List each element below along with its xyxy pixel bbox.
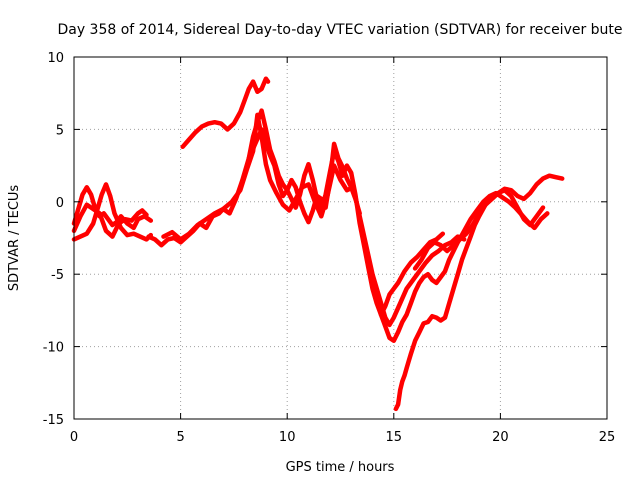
series-line-2 bbox=[71, 182, 154, 242]
y-tick-label: -5 bbox=[51, 268, 64, 283]
data-series bbox=[71, 76, 565, 412]
y-tick-label: -15 bbox=[43, 413, 64, 428]
series-line-7 bbox=[393, 173, 565, 412]
x-tick-label: 15 bbox=[386, 430, 403, 445]
y-tick-label: -10 bbox=[43, 341, 64, 356]
x-tick-label: 0 bbox=[70, 430, 78, 445]
grid-lines bbox=[74, 57, 607, 419]
chart-title: Day 358 of 2014, Sidereal Day-to-day VTE… bbox=[57, 22, 622, 38]
y-tick-label: 10 bbox=[47, 51, 64, 66]
x-axis-label: GPS time / hours bbox=[286, 460, 395, 475]
x-tick-label: 5 bbox=[176, 430, 184, 445]
series-line-9 bbox=[246, 108, 362, 225]
series-line-10 bbox=[412, 187, 546, 271]
series-line-4 bbox=[146, 127, 446, 317]
x-tick-label: 10 bbox=[279, 430, 296, 445]
plot-frame bbox=[73, 56, 608, 420]
x-tick-label: 25 bbox=[599, 430, 616, 445]
series-line-3 bbox=[71, 202, 149, 239]
y-tick-label: 5 bbox=[56, 123, 64, 138]
y-axis-label: SDTVAR / TECUs bbox=[7, 185, 22, 292]
series-line-1 bbox=[71, 185, 154, 231]
series-line-5 bbox=[161, 112, 467, 328]
x-tick-label: 20 bbox=[492, 430, 509, 445]
series-line-6 bbox=[370, 190, 550, 344]
series-line-8 bbox=[180, 76, 271, 150]
axis-ticks: 0 5 10 15 20 25 -15 -10 -5 0 5 10 bbox=[43, 51, 616, 445]
y-tick-label: 0 bbox=[56, 196, 64, 211]
